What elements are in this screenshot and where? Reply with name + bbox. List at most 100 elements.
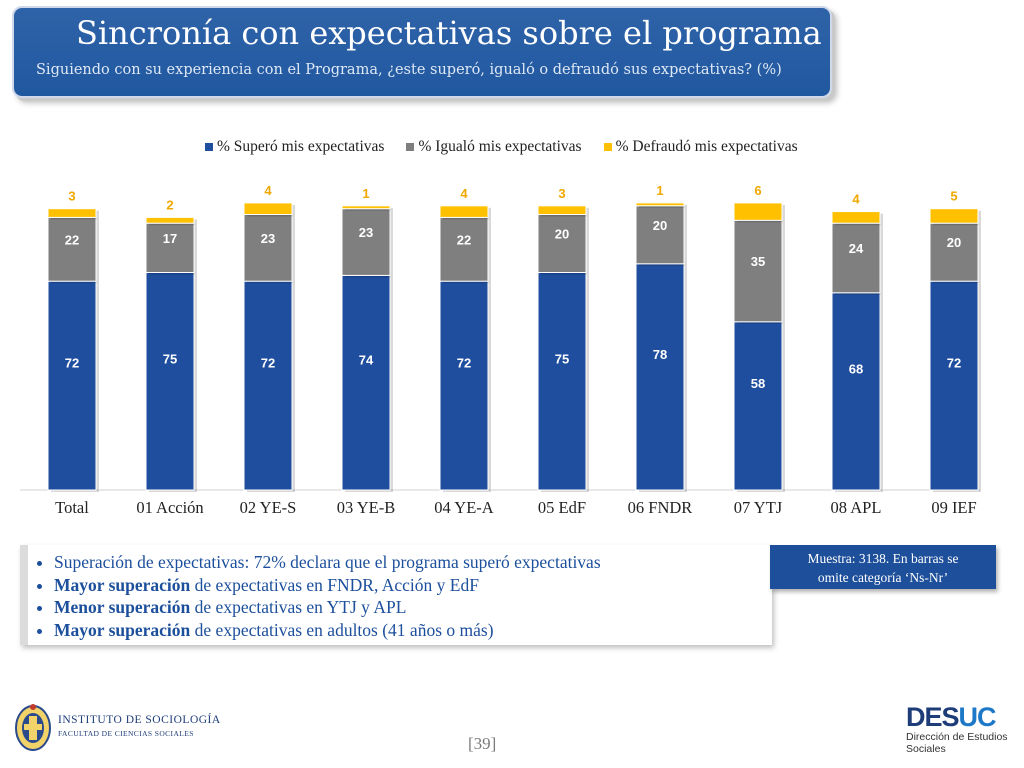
legend-item-defraudo: % Defraudó mis expectativas	[603, 138, 798, 156]
bar-segment-defraudo	[537, 205, 587, 216]
bar-segment-defraudo	[243, 202, 293, 215]
data-label-defraudo: 6	[754, 183, 761, 198]
data-label-defraudo: 4	[852, 192, 860, 207]
bar-segment-igualo	[47, 216, 97, 282]
category-label: 08 APL	[831, 498, 882, 517]
bar-segment-supero	[537, 272, 587, 491]
data-label-igualo: 24	[849, 241, 864, 256]
bar-segment-igualo	[145, 222, 195, 273]
bar-segment-igualo	[929, 222, 979, 282]
page-title: Sincronía con expectativas sobre el prog…	[76, 14, 822, 52]
bar-segment-supero	[733, 321, 783, 491]
bar-segment-supero	[439, 280, 489, 491]
data-label-supero: 68	[849, 361, 863, 376]
bar-segment-defraudo	[341, 205, 391, 210]
data-label-defraudo: 5	[950, 189, 957, 204]
category-label: 01 Acción	[136, 498, 203, 517]
data-label-defraudo: 4	[460, 186, 468, 201]
page-number: [39]	[468, 734, 497, 753]
legend-label-igualo: % Igualó mis expectativas	[418, 138, 582, 155]
category-label: 02 YE-S	[240, 498, 297, 517]
data-label-supero: 72	[261, 356, 275, 371]
bar-segment-igualo	[831, 222, 881, 294]
data-label-igualo: 22	[457, 232, 471, 247]
institute-logo: INSTITUTO DE SOCIOLOGÍA FACULTAD DE CIEN…	[14, 702, 221, 752]
category-label: 05 EdF	[538, 498, 586, 517]
legend-label-defraudo: % Defraudó mis expectativas	[615, 138, 798, 155]
data-label-defraudo: 1	[362, 186, 369, 201]
desuc-wordmark-b: UC	[958, 702, 997, 732]
data-label-defraudo: 4	[264, 183, 272, 198]
title-banner	[12, 6, 832, 98]
data-label-igualo: 35	[751, 254, 765, 269]
bar-segment-igualo	[341, 208, 391, 276]
data-label-igualo: 22	[65, 232, 79, 247]
bar-segment-defraudo	[635, 202, 685, 207]
university-seal-icon	[15, 704, 51, 751]
findings-box: Superación de expectativas: 72% declara …	[20, 545, 772, 645]
finding-item: Superación de expectativas: 72% declara …	[54, 551, 772, 574]
data-label-defraudo: 1	[656, 183, 663, 198]
data-label-supero: 75	[163, 351, 177, 366]
bar-segment-igualo	[635, 205, 685, 265]
institute-name: INSTITUTO DE SOCIOLOGÍA	[58, 714, 221, 726]
data-label-igualo: 20	[653, 218, 667, 233]
bar-segment-igualo	[733, 219, 783, 323]
finding-item: Mayor superación de expectativas en adul…	[54, 619, 772, 642]
data-label-defraudo: 3	[68, 189, 75, 204]
bar-segment-supero	[145, 272, 195, 491]
data-label-supero: 72	[457, 356, 471, 371]
data-label-defraudo: 3	[558, 186, 565, 201]
bar-segment-defraudo	[439, 205, 489, 218]
data-label-igualo: 23	[261, 231, 275, 246]
category-label: Total	[55, 498, 89, 517]
data-label-igualo: 17	[163, 231, 177, 246]
bar-segment-supero	[831, 292, 881, 491]
bar-shadow	[345, 207, 393, 211]
bar-segment-supero	[47, 280, 97, 491]
sample-note: Muestra: 3138. En barras se omite catego…	[770, 545, 996, 589]
findings-list: Superación de expectativas: 72% declara …	[36, 551, 772, 641]
bar-segment-defraudo	[47, 208, 97, 218]
data-label-supero: 74	[359, 353, 374, 368]
data-label-supero: 78	[653, 347, 667, 362]
category-label: 09 IEF	[931, 498, 976, 517]
bar-segment-defraudo	[831, 211, 881, 224]
desuc-sub1: Dirección de Estudios	[906, 731, 1008, 743]
data-label-supero: 75	[555, 351, 569, 366]
category-label: 06 FNDR	[628, 498, 693, 517]
bar-segment-supero	[341, 274, 391, 491]
legend-swatch-igualo	[406, 143, 415, 151]
finding-item: Menor superación de expectativas en YTJ …	[54, 596, 772, 619]
category-label: 07 YTJ	[734, 498, 783, 517]
data-label-supero: 58	[751, 376, 765, 391]
sample-note-line1: Muestra: 3138. En barras se	[807, 551, 959, 566]
sample-note-line2: omite categoría ‘Ns-Nr’	[817, 570, 949, 585]
bar-segment-igualo	[439, 216, 489, 282]
chart-legend: % Superó mis expectativas % Igualó mis e…	[205, 138, 798, 156]
bar-segment-supero	[243, 280, 293, 491]
bar-shadow	[639, 204, 687, 208]
legend-item-supero: % Superó mis expectativas	[205, 138, 384, 156]
legend-item-iguelo: % Igualó mis expectativas	[406, 138, 582, 156]
legend-label-supero: % Superó mis expectativas	[217, 138, 385, 155]
bar-segment-defraudo	[929, 208, 979, 224]
category-label: 03 YE-B	[337, 498, 396, 517]
bar-segment-supero	[929, 280, 979, 491]
desuc-sub2: Sociales	[906, 743, 946, 755]
data-label-supero: 72	[65, 356, 79, 371]
category-label: 04 YE-A	[434, 498, 494, 517]
institute-subtitle: FACULTAD DE CIENCIAS SOCIALES	[58, 729, 194, 738]
data-label-igualo: 23	[359, 225, 373, 240]
data-label-supero: 72	[947, 356, 961, 371]
bar-segment-igualo	[537, 214, 587, 273]
bar-segment-defraudo	[733, 202, 783, 221]
page-subtitle: Siguiendo con su experiencia con el Prog…	[36, 62, 782, 78]
legend-swatch-supero	[205, 143, 213, 151]
legend-swatch-defraudo	[603, 143, 612, 151]
data-label-igualo: 20	[947, 235, 961, 250]
data-label-defraudo: 2	[166, 197, 173, 212]
desuc-logo: DESUC Dirección de Estudios Sociales	[906, 703, 1008, 755]
data-label-igualo: 20	[555, 227, 569, 242]
